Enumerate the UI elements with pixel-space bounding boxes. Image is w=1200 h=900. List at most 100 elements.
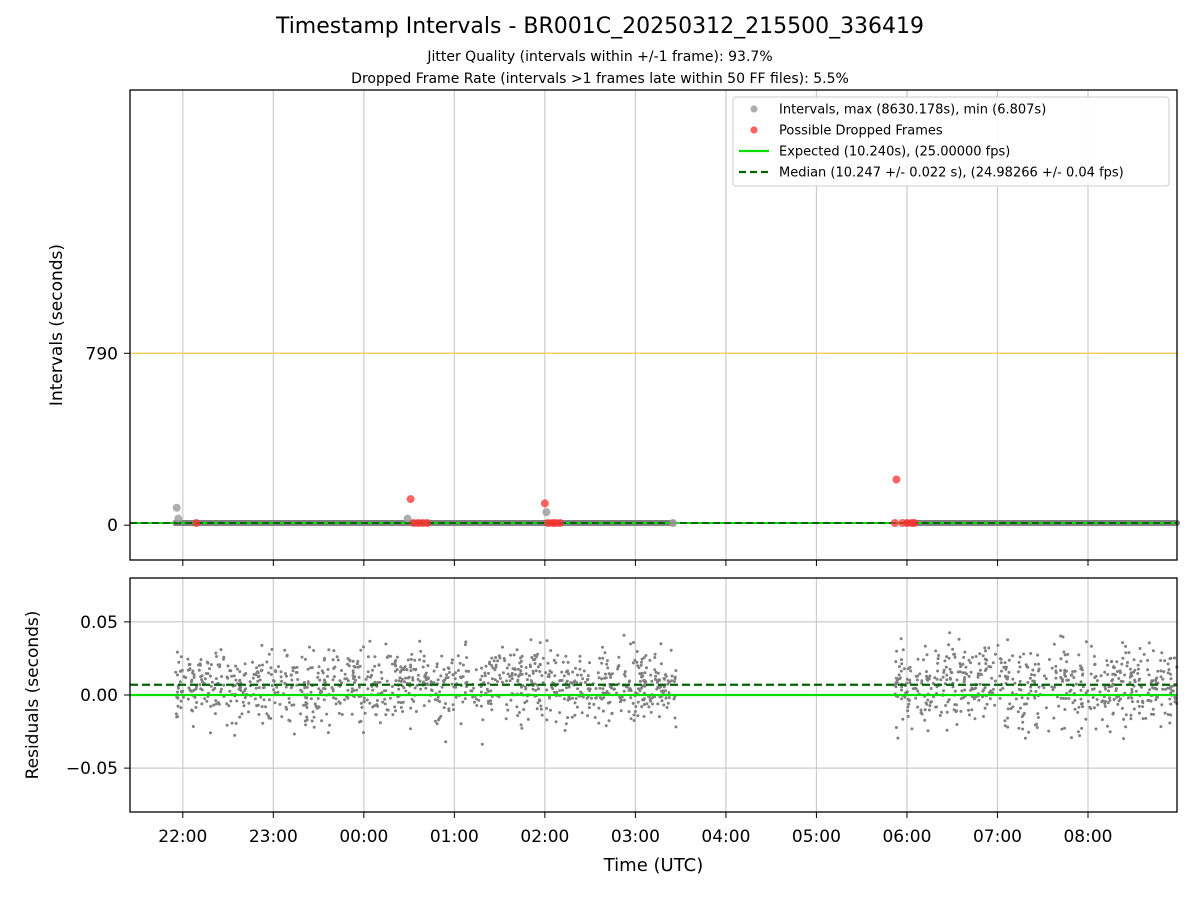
residual-point [1089, 644, 1093, 648]
residual-point [565, 686, 568, 690]
residual-point [663, 673, 667, 677]
residual-point [1036, 712, 1040, 716]
residual-point [1062, 650, 1066, 654]
legend-label: Intervals, max (8630.178s), min (6.807s) [779, 103, 1046, 118]
residual-point [588, 661, 591, 665]
residual-point [414, 710, 418, 713]
residual-point [1128, 667, 1132, 671]
residual-point [359, 648, 363, 652]
residual-point [516, 678, 520, 682]
residual-point [270, 684, 274, 687]
residual-point [274, 670, 278, 674]
residual-point [477, 698, 481, 702]
residual-point [186, 668, 190, 672]
residual-point [186, 697, 190, 701]
residual-point [386, 654, 390, 658]
residual-point [622, 698, 626, 702]
residual-point [1006, 638, 1010, 642]
residual-point [1168, 657, 1172, 661]
residual-point [272, 688, 276, 692]
residual-point [226, 664, 230, 668]
residual-point [259, 669, 263, 673]
residual-point [1147, 641, 1151, 645]
residual-point [1103, 704, 1107, 708]
residual-point [1154, 698, 1158, 702]
y-axis-label: Intervals (seconds) [47, 244, 67, 406]
residual-point [397, 700, 400, 704]
intervals-plot: 0 790 Intervals (seconds) Intervals, max (8… [47, 89, 1180, 566]
residual-point [908, 681, 912, 685]
residual-point [433, 719, 437, 723]
residual-point [490, 677, 494, 681]
residual-point [660, 689, 663, 693]
residual-point [346, 662, 349, 666]
residual-point [1002, 665, 1006, 669]
residual-point [605, 689, 609, 693]
residual-point [529, 638, 533, 642]
residual-point [564, 670, 568, 674]
residual-point [326, 674, 329, 678]
residual-point [922, 658, 925, 662]
residual-point [1108, 730, 1112, 734]
residual-point [1144, 716, 1148, 720]
residual-point [398, 676, 402, 680]
residual-point [176, 673, 179, 677]
residual-point [1138, 677, 1141, 681]
residual-point [627, 710, 631, 714]
residual-point [1074, 682, 1078, 686]
residual-point [234, 664, 238, 668]
residual-point [628, 679, 631, 683]
residual-point [366, 687, 370, 691]
residual-point [1035, 726, 1039, 729]
residual-point [238, 678, 242, 682]
residual-point [1086, 699, 1090, 703]
residual-point [230, 674, 234, 678]
residual-point [348, 658, 352, 662]
residual-point [644, 654, 648, 657]
residual-point [1132, 658, 1136, 662]
residual-point [474, 668, 478, 672]
residual-point [556, 653, 560, 657]
residual-point [409, 706, 413, 710]
residual-point [353, 665, 357, 669]
residual-point [424, 686, 428, 690]
residual-point [469, 689, 473, 693]
residual-point [617, 664, 621, 668]
residual-point [573, 713, 577, 717]
residual-point [190, 708, 194, 712]
residual-point [919, 708, 923, 712]
residual-point [1016, 710, 1020, 714]
residual-point [394, 709, 397, 713]
residual-point [304, 657, 307, 661]
residual-point [176, 690, 179, 694]
residual-point [1169, 713, 1173, 717]
residual-point [1086, 689, 1090, 693]
residual-point [1052, 642, 1056, 646]
residual-point [373, 655, 377, 659]
residual-point [605, 659, 609, 663]
residual-point [1142, 652, 1146, 656]
residual-point [479, 704, 483, 708]
residual-point [551, 687, 555, 691]
residual-point [416, 677, 420, 681]
residual-point [489, 689, 493, 693]
residual-point [564, 722, 568, 726]
residual-point [935, 685, 939, 689]
residual-point [1061, 696, 1065, 700]
residual-point [284, 705, 288, 709]
residual-point [984, 662, 988, 666]
residual-point [993, 652, 997, 656]
residual-point [562, 674, 566, 678]
residual-point [243, 696, 247, 700]
residual-point [413, 658, 417, 662]
residual-point [214, 677, 218, 681]
residual-point [256, 670, 259, 674]
residual-point [1098, 690, 1102, 694]
residual-point [176, 686, 180, 690]
residual-point [1115, 660, 1119, 664]
residual-point [519, 656, 522, 660]
residual-point [225, 723, 229, 727]
residual-point [991, 687, 995, 691]
residual-point [1044, 677, 1048, 681]
residual-point [644, 680, 648, 684]
